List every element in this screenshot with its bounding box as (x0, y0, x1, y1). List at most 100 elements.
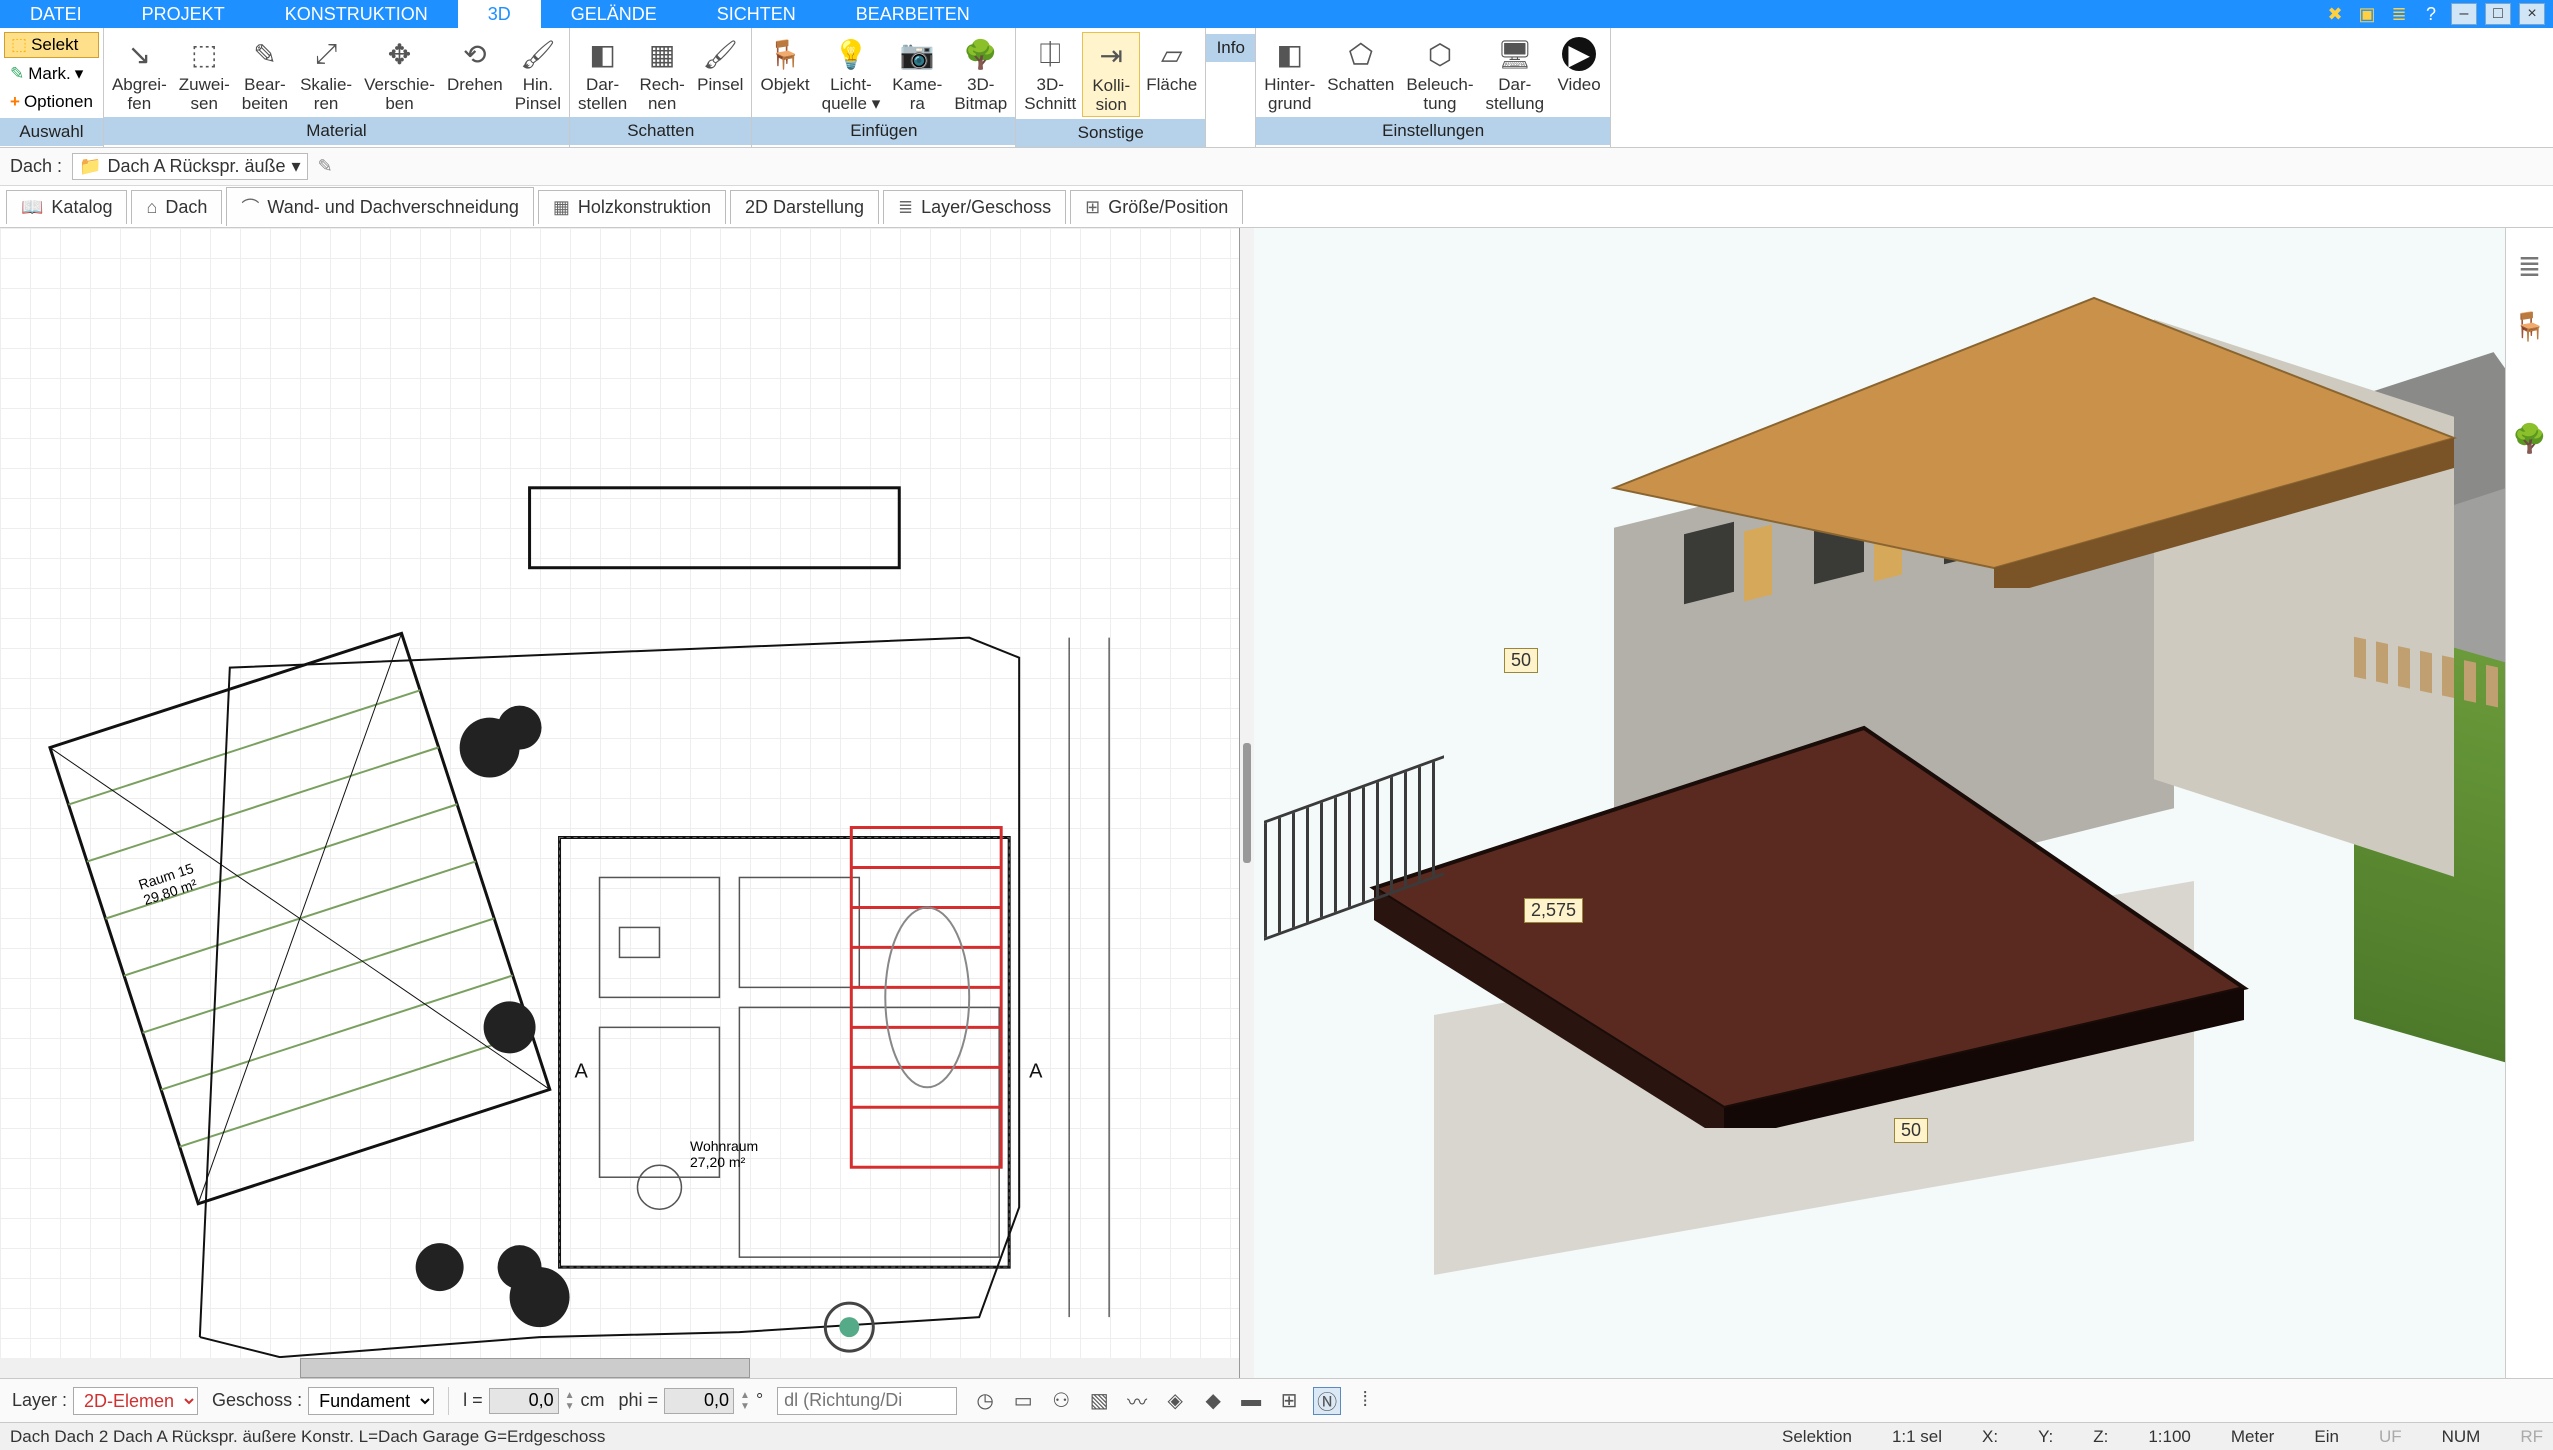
bottom-icon-7[interactable]: ▬ (1237, 1387, 1265, 1415)
side-palette-icon[interactable] (2516, 368, 2544, 396)
status-left: Dach Dach 2 Dach A Rückspr. äußere Konst… (10, 1427, 605, 1447)
splitter[interactable] (1240, 228, 1254, 1378)
ribbon-btn-sonstige-2[interactable]: ▱Fläche (1140, 32, 1203, 117)
ribbon-btn-einfuegen-0[interactable]: 🪑Objekt (754, 32, 815, 115)
ribbon-btn-schatten-0[interactable]: ◧Dar- stellen (572, 32, 633, 115)
main-split: A A Raum 1529,80 m² Wohnraum27,20 m² 3,5… (0, 228, 2553, 1378)
status-z: Z: (2093, 1427, 2108, 1447)
tab-3[interactable]: ▦Holzkonstruktion (538, 190, 726, 224)
ribbon-label: Objekt (760, 76, 809, 95)
view-2d[interactable]: A A Raum 1529,80 m² Wohnraum27,20 m² 3,5… (0, 228, 1240, 1378)
tab-icon: ≣ (898, 197, 913, 218)
bottom-icon-10[interactable]: ⁞ (1351, 1387, 1379, 1415)
bottom-icon-2[interactable]: ⚇ (1047, 1387, 1075, 1415)
edit-icon[interactable]: ✎ (318, 156, 333, 177)
help-icon[interactable]: ? (2419, 2, 2443, 26)
mark-button[interactable]: ✎Mark. ▾ (4, 62, 99, 86)
ribbon-btn-einfuegen-1[interactable]: 💡Licht- quelle ▾ (816, 32, 887, 115)
phi-input[interactable] (664, 1388, 734, 1414)
tab-icon: ▦ (553, 197, 570, 218)
tab-label: Wand- und Dachverschneidung (267, 197, 518, 218)
view-3d[interactable]: 5050502,57550 (1254, 228, 2505, 1378)
side-chair-icon[interactable]: 🪑 (2512, 308, 2548, 344)
ribbon-btn-einfuegen-2[interactable]: 📷Kame- ra (886, 32, 948, 115)
ribbon-btn-einstellungen-2[interactable]: ⬡Beleuch- tung (1400, 32, 1479, 115)
ribbon-label: Drehen (447, 76, 503, 95)
ribbon-btn-einstellungen-3[interactable]: 🖥Dar- stellung (1480, 32, 1551, 115)
tab-6[interactable]: ⊞Größe/Position (1070, 190, 1243, 224)
ribbon-icon: 🖥 (1495, 34, 1535, 74)
ribbon-btn-schatten-2[interactable]: 🖌Pinsel (691, 32, 749, 115)
geschoss-label: Geschoss : (212, 1390, 302, 1411)
ribbon-btn-schatten-1[interactable]: ▦Rech- nen (633, 32, 691, 115)
layer-label: Layer : (12, 1390, 67, 1411)
ribbon-icon: ✎ (245, 34, 285, 74)
tab-label: Layer/Geschoss (921, 197, 1051, 218)
ribbon-group-info: Info (1206, 28, 1256, 147)
tab-1[interactable]: ⌂Dach (131, 190, 222, 224)
bottom-icon-1[interactable]: ▭ (1009, 1387, 1037, 1415)
tab-4[interactable]: 2D Darstellung (730, 190, 879, 224)
bottom-icon-4[interactable]: 〰 (1123, 1387, 1151, 1415)
ribbon-label: Skalie- ren (300, 76, 352, 113)
menu-datei[interactable]: DATEI (0, 0, 112, 28)
tab-5[interactable]: ≣ Layer/Geschoss (883, 190, 1066, 224)
ribbon-icon: 🖌 (518, 34, 558, 74)
ribbon-btn-sonstige-1[interactable]: ⇥Kolli- sion (1082, 32, 1140, 117)
side-tree-icon[interactable]: 🌳 (2512, 420, 2548, 456)
ribbon-btn-material-0[interactable]: ↘Abgrei- fen (106, 32, 173, 115)
tab-2[interactable]: ⌒Wand- und Dachverschneidung (226, 187, 533, 226)
bottom-icon-8[interactable]: ⊞ (1275, 1387, 1303, 1415)
ribbon-btn-material-6[interactable]: 🖌Hin. Pinsel (509, 32, 567, 115)
bottom-icon-9[interactable]: Ⓝ (1313, 1387, 1341, 1415)
dach-dropdown[interactable]: 📁 Dach A Rückspr. äuße ▾ (72, 153, 308, 180)
tab-0[interactable]: 📖Katalog (6, 190, 127, 224)
layers-icon[interactable]: ≣ (2387, 2, 2411, 26)
ribbon-icon: ✥ (380, 34, 420, 74)
ribbon-btn-material-1[interactable]: ⬚Zuwei- sen (173, 32, 236, 115)
menu-bearbeiten[interactable]: BEARBEITEN (826, 0, 1000, 28)
dl-input[interactable] (777, 1387, 957, 1415)
ribbon-btn-einstellungen-1[interactable]: ⬠Schatten (1321, 32, 1400, 115)
ribbon-icon: 🌳 (961, 34, 1001, 74)
status-unit: Meter (2231, 1427, 2274, 1447)
selekt-button[interactable]: ⬚Selekt (4, 32, 99, 58)
status-uf: UF (2379, 1427, 2402, 1447)
menu-3d[interactable]: 3D (458, 0, 541, 28)
ribbon-btn-material-4[interactable]: ✥Verschie- ben (358, 32, 441, 115)
optionen-button[interactable]: +Optionen (4, 90, 99, 114)
scrollbar-thumb[interactable] (300, 1358, 750, 1378)
ribbon-icon: ⬠ (1341, 34, 1381, 74)
dach-value: Dach A Rückspr. äuße (107, 156, 285, 177)
ribbon-btn-material-5[interactable]: ⟲Drehen (441, 32, 509, 115)
ribbon-btn-material-3[interactable]: ⤢Skalie- ren (294, 32, 358, 115)
side-layers-icon[interactable]: ≣ (2512, 248, 2548, 284)
geschoss-select[interactable]: Fundament (308, 1387, 434, 1415)
bottom-icon-6[interactable]: ◆ (1199, 1387, 1227, 1415)
minimize-button[interactable]: – (2451, 3, 2477, 25)
tab-label: 2D Darstellung (745, 197, 864, 218)
l-input[interactable] (489, 1388, 559, 1414)
ribbon-label: Beleuch- tung (1406, 76, 1473, 113)
tab-label: Größe/Position (1108, 197, 1228, 218)
ribbon-btn-einstellungen-0[interactable]: ◧Hinter- grund (1258, 32, 1321, 115)
menu-projekt[interactable]: PROJEKT (112, 0, 255, 28)
status-rf: RF (2520, 1427, 2543, 1447)
ribbon-btn-einstellungen-4[interactable]: ▶Video (1550, 32, 1608, 115)
bottom-icon-5[interactable]: ◈ (1161, 1387, 1189, 1415)
ribbon-group-einfuegen: 🪑Objekt💡Licht- quelle ▾📷Kame- ra🌳3D- Bit… (752, 28, 1016, 147)
maximize-button[interactable]: □ (2485, 3, 2511, 25)
ribbon-btn-einfuegen-3[interactable]: 🌳3D- Bitmap (948, 32, 1013, 115)
ribbon-btn-sonstige-0[interactable]: ⎅3D- Schnitt (1018, 32, 1082, 117)
menu-konstruktion[interactable]: KONSTRUKTION (255, 0, 458, 28)
ribbon-footer-einstellungen: Einstellungen (1256, 117, 1610, 145)
bottom-icon-0[interactable]: ◷ (971, 1387, 999, 1415)
menu-gelaende[interactable]: GELÄNDE (541, 0, 687, 28)
screen-icon[interactable]: ▣ (2355, 2, 2379, 26)
ribbon-btn-material-2[interactable]: ✎Bear- beiten (236, 32, 294, 115)
layer-select[interactable]: 2D-Elemen (73, 1387, 198, 1415)
tools-icon[interactable]: ✖ (2323, 2, 2347, 26)
close-button[interactable]: × (2519, 3, 2545, 25)
bottom-icon-3[interactable]: ▧ (1085, 1387, 1113, 1415)
menu-sichten[interactable]: SICHTEN (687, 0, 826, 28)
